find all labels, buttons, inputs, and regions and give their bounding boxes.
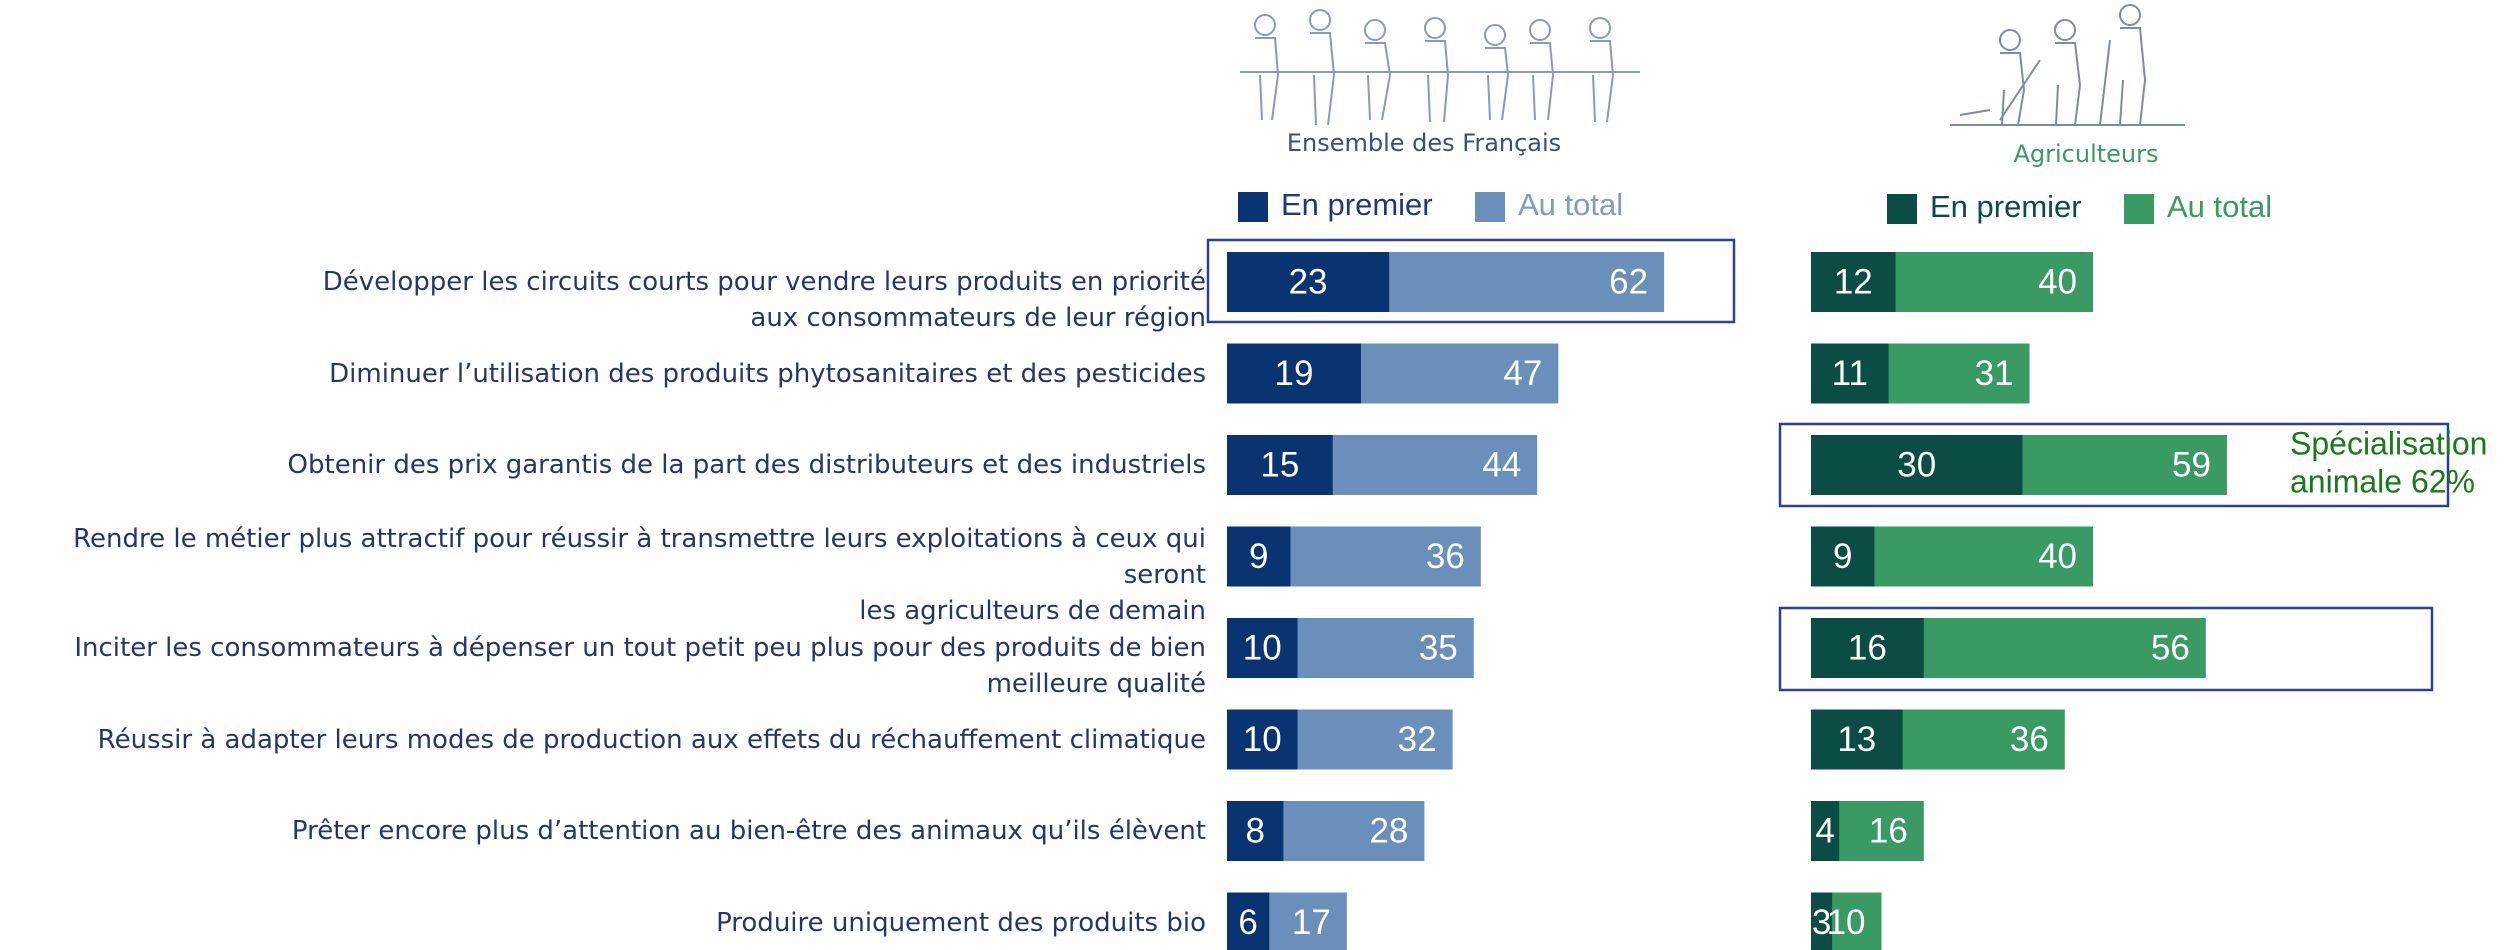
value-label: 28 [1369,811,1408,850]
bar-first [1811,709,1903,770]
legend-swatch [1475,192,1505,222]
bar-first [1227,435,1333,495]
panel-title: Ensemble des Français [1287,129,1561,157]
value-label: 56 [2151,628,2190,667]
value-label: 8 [1245,811,1264,850]
value-label: 36 [2010,720,2049,759]
value-label: 47 [1503,354,1542,393]
category-label: Rendre le métier plus attractif pour réu… [73,523,1206,626]
category-label: Prêter encore plus d’attention au bien-ê… [291,816,1206,846]
legend-label: En premier [1281,187,1433,222]
value-label: 40 [2038,537,2077,576]
value-label: 16 [1869,811,1908,850]
bar-first [1227,801,1284,861]
bar-first [1811,252,1896,312]
value-label: 6 [1238,903,1257,942]
legend-swatch [2124,194,2154,224]
bar-first [1227,343,1361,404]
value-label: 10 [1243,628,1282,667]
value-label: 36 [1426,537,1465,576]
category-label: Réussir à adapter leurs modes de product… [97,724,1206,755]
bar-first [1811,618,1924,678]
highlight-box [1778,422,2450,508]
value-label: 9 [1833,537,1852,576]
bar-first [1811,343,1889,404]
value-label: 3 [1812,903,1831,942]
category-label: Développer les circuits courts pour vend… [322,267,1206,333]
value-label: 13 [1837,720,1876,759]
bar-first [1811,801,1840,861]
value-label: 23 [1289,262,1328,301]
value-label: 62 [1609,262,1648,301]
category-label: Diminuer l’utilisation des produits phyt… [329,358,1206,389]
value-label: 9 [1249,537,1268,576]
category-label: Inciter les consommateurs à dépenser un … [74,633,1206,699]
value-label: 31 [1975,354,2014,393]
category-label: Obtenir des prix garantis de la part des… [287,450,1206,480]
value-label: 44 [1482,445,1521,484]
farmers-illustration [1950,4,2185,126]
value-label: 59 [2172,445,2211,484]
legend-label: En premier [1930,189,2082,224]
bar-first [1227,618,1298,678]
value-label: 35 [1419,628,1458,667]
value-label: 4 [1815,811,1834,850]
value-label: 16 [1848,628,1887,667]
value-label: 30 [1897,445,1936,484]
value-label: 40 [2038,262,2077,301]
bar-first [1227,526,1291,587]
value-label: 11 [1832,354,1868,393]
legend-swatch [1887,194,1917,224]
bar-first [1227,709,1298,770]
category-label: Produire uniquement des produits bio [716,907,1206,938]
bar-first [1227,892,1270,950]
legend-label: Au total [1518,187,1623,222]
value-label: 19 [1275,354,1314,393]
value-label: 15 [1260,445,1299,484]
value-label: 12 [1834,262,1873,301]
annotation: Spécialisation [2290,425,2487,461]
highlight-box [1206,238,1736,324]
value-label: 32 [1398,720,1437,759]
bar-first [1811,526,1875,587]
annotation: animale 62% [2290,463,2475,499]
value-label: 10 [1827,903,1866,942]
people-illustration [1240,9,1640,126]
legend-label: Au total [2167,189,2272,224]
legend-swatch [1238,192,1268,222]
value-label: 17 [1292,903,1331,942]
bar-first [1227,252,1390,312]
panel-title: Agriculteurs [2013,140,2158,168]
bar-first [1811,435,2023,495]
value-label: 10 [1243,720,1282,759]
highlight-box [1778,606,2434,692]
bar-first [1811,892,1833,950]
